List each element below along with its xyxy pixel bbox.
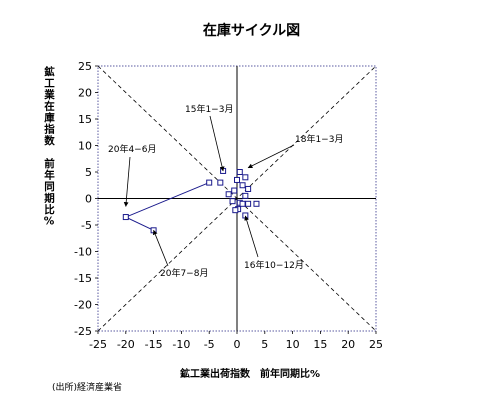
annotation-label: 16年10−12月 bbox=[244, 259, 304, 271]
data-point bbox=[206, 179, 213, 186]
x-tick-label: -15 bbox=[145, 338, 163, 351]
data-point bbox=[239, 200, 246, 207]
y-tick-label: -15 bbox=[74, 272, 92, 285]
x-tick-label: -25 bbox=[89, 338, 107, 351]
data-point bbox=[236, 169, 243, 175]
x-tick-label: 15 bbox=[313, 338, 327, 351]
y-tick-label: -10 bbox=[74, 246, 92, 259]
y-tick-label: 25 bbox=[78, 60, 92, 73]
source-note: (出所)経済産業省 bbox=[52, 383, 123, 393]
data-point bbox=[217, 179, 224, 186]
data-point bbox=[229, 198, 236, 205]
y-tick-label: 10 bbox=[78, 140, 92, 153]
annotation-arrow bbox=[123, 156, 131, 207]
x-axis-label: 鉱工業出荷指数 前年同期比% bbox=[179, 369, 321, 380]
x-tick-label: 5 bbox=[261, 338, 268, 351]
x-tick-label: 20 bbox=[341, 338, 355, 351]
data-point bbox=[234, 176, 240, 183]
y-tick-label: 5 bbox=[85, 166, 92, 179]
annotation-label: 20年4−6月 bbox=[108, 143, 156, 155]
x-tick-label: 10 bbox=[286, 338, 300, 351]
x-tick-label: -20 bbox=[117, 338, 135, 351]
x-tick-label: 25 bbox=[369, 338, 383, 351]
annotation-arrow bbox=[244, 215, 259, 258]
data-point bbox=[242, 192, 249, 199]
data-point bbox=[242, 174, 249, 181]
annotation-arrow bbox=[247, 144, 295, 169]
annotation-arrow bbox=[209, 115, 225, 172]
data-point bbox=[231, 187, 238, 194]
annotation-label: 18年1−3月 bbox=[295, 133, 343, 145]
data-point bbox=[245, 185, 252, 192]
data-point bbox=[232, 207, 239, 214]
y-tick-label: 15 bbox=[78, 113, 92, 126]
x-tick-label: -5 bbox=[204, 338, 215, 351]
data-point bbox=[122, 214, 129, 221]
y-tick-label: -5 bbox=[81, 219, 92, 232]
data-point bbox=[239, 182, 246, 189]
y-tick-label: 20 bbox=[78, 87, 92, 100]
annotation-label: 20年7−8月 bbox=[160, 267, 208, 279]
y-tick-label: 0 bbox=[85, 193, 92, 206]
annotation-arrow bbox=[152, 229, 169, 267]
x-tick-label: 0 bbox=[234, 338, 241, 351]
y-tick-label: -20 bbox=[74, 299, 92, 312]
annotation-label: 15年1−3月 bbox=[185, 103, 233, 115]
data-point bbox=[225, 191, 232, 198]
chart-title: 在庫サイクル図 bbox=[202, 23, 301, 39]
x-tick-label: -10 bbox=[172, 338, 190, 351]
data-point bbox=[245, 200, 252, 207]
data-point bbox=[253, 200, 260, 207]
y-tick-label: -25 bbox=[74, 325, 92, 338]
series-line bbox=[124, 182, 210, 231]
y-axis-label: 鉱工業在庫指数 前年同期比% bbox=[43, 66, 55, 229]
